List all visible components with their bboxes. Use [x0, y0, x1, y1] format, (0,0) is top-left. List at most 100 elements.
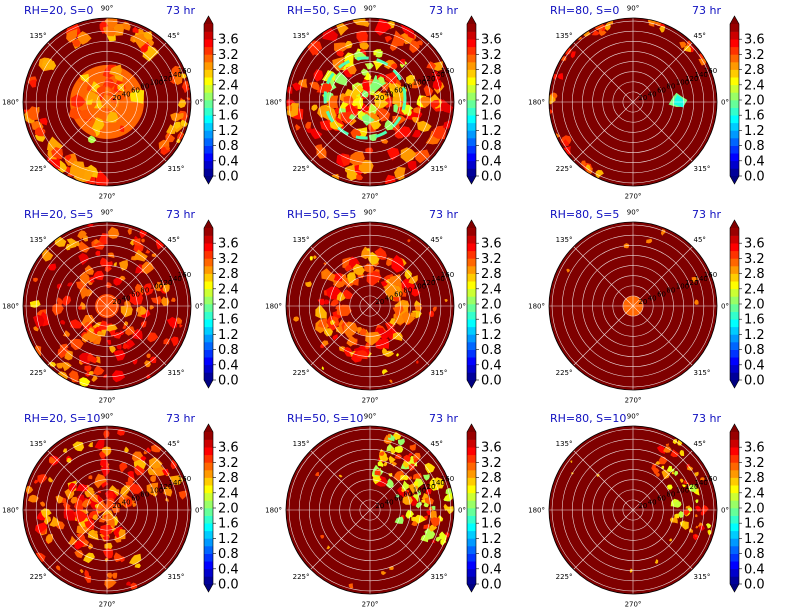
precip-cell — [405, 110, 412, 117]
polar-frame — [548, 17, 718, 187]
precip-cell — [128, 484, 144, 494]
colorbar-bin — [204, 364, 213, 373]
precip-cell — [414, 514, 427, 524]
radial-tick-label: 140 — [169, 275, 182, 283]
colorbar-bin — [204, 250, 213, 259]
colorbar-tick-label: 2.8 — [218, 471, 239, 486]
precip-cell — [56, 362, 64, 369]
precip-cell — [103, 500, 114, 511]
radial-tick-label: 120 — [422, 483, 435, 491]
precip-cell — [374, 247, 387, 260]
precip-cell — [338, 474, 343, 478]
precip-cell — [74, 540, 85, 550]
precip-cell — [323, 328, 333, 337]
precip-cell — [359, 328, 368, 336]
colorbar-bin — [730, 454, 739, 463]
angular-gridline — [369, 509, 430, 570]
precip-cell — [384, 329, 393, 337]
colorbar-bin — [204, 561, 213, 570]
angular-gridline — [573, 450, 634, 511]
precip-cell — [681, 484, 686, 488]
radial-tick-label: 80 — [140, 491, 149, 499]
radial-tick-label: 160 — [441, 475, 454, 483]
radial-tick-label: 140 — [432, 479, 445, 487]
precip-cell — [674, 513, 680, 519]
precip-cell — [33, 314, 45, 329]
angular-tick-label: 45° — [431, 236, 443, 244]
precip-cell — [27, 494, 39, 503]
angular-gridline — [573, 305, 634, 366]
precip-cell — [61, 295, 72, 306]
colorbar-bin — [467, 485, 476, 494]
core-region — [674, 94, 685, 108]
radial-tick-label: 100 — [676, 79, 689, 87]
angular-tick-label: 270° — [362, 397, 379, 405]
angular-tick-label: 180° — [528, 99, 545, 107]
colorbar-bin — [204, 31, 213, 40]
precip-cell — [432, 78, 442, 90]
colorbar-extend-max — [467, 220, 476, 228]
precip-cell — [77, 230, 87, 240]
colorbar-tick-label: 1.2 — [218, 328, 239, 343]
precip-cell — [683, 479, 688, 484]
precip-cell — [413, 458, 418, 464]
colorbar-tick-label: 1.6 — [744, 517, 765, 532]
colorbar-bin — [204, 228, 213, 236]
angular-gridline — [310, 450, 371, 511]
radial-tick-label: 60 — [394, 494, 403, 502]
precip-cell — [691, 276, 699, 283]
panel-time: 73 hr — [692, 208, 721, 221]
precip-cell — [132, 328, 143, 340]
precip-cell — [432, 306, 437, 312]
precip-cell — [119, 94, 126, 101]
precip-cell — [409, 443, 416, 451]
colorbar-tick-label: 2.0 — [218, 298, 239, 313]
angular-tick-label: 315° — [168, 573, 185, 581]
radial-tick-label: 40 — [385, 90, 394, 98]
angular-tick-label: 225° — [556, 369, 573, 377]
precip-cell — [63, 330, 71, 337]
precip-cell — [105, 111, 119, 123]
angular-tick-label: 0° — [721, 303, 729, 311]
polar-gridlines — [286, 426, 454, 594]
precip-cell — [549, 108, 554, 115]
angular-gridline — [310, 246, 371, 307]
polar-gridlines — [549, 222, 717, 390]
precip-cell — [425, 488, 432, 495]
precip-cell — [104, 265, 112, 273]
angular-tick-label: 90° — [627, 209, 639, 217]
precip-cell — [69, 161, 86, 179]
colorbar-bin — [467, 54, 476, 63]
radial-tick-label: 80 — [403, 491, 412, 499]
precip-cell — [95, 242, 105, 250]
precip-cell — [112, 370, 126, 383]
panel-time: 73 hr — [429, 208, 458, 221]
colorbar-bin — [467, 508, 476, 516]
colorbar-tick-label: 0.4 — [481, 154, 502, 169]
colorbar-bin — [204, 342, 213, 350]
angular-gridline — [632, 42, 693, 103]
precip-cell — [351, 84, 364, 96]
colorbar-tick-label: 2.4 — [744, 486, 765, 501]
precip-cell — [352, 263, 365, 276]
colorbar-tick-label: 2.0 — [744, 502, 765, 517]
precip-cell — [694, 471, 699, 477]
precip-cell — [389, 379, 393, 383]
colorbar-bin — [730, 46, 739, 55]
precip-cell — [678, 511, 684, 518]
colorbar-bin — [730, 477, 739, 486]
polar-panel: RH=50, S=10 73 hr 20 40 60 80 100 120 140 160 0° 45… — [263, 408, 526, 612]
colorbar-bin — [467, 568, 476, 577]
colorbar-extend-min — [204, 380, 213, 388]
precip-cell — [94, 473, 107, 489]
colorbar-bin — [467, 243, 476, 252]
precip-cell — [376, 107, 391, 122]
precip-cell — [320, 534, 325, 539]
colorbar-bin — [204, 107, 213, 116]
colorbar-bin — [204, 130, 213, 139]
precip-cell — [397, 101, 405, 108]
colorbar-bin — [204, 515, 213, 524]
precip-cell — [101, 77, 116, 90]
precip-cell — [677, 440, 683, 446]
